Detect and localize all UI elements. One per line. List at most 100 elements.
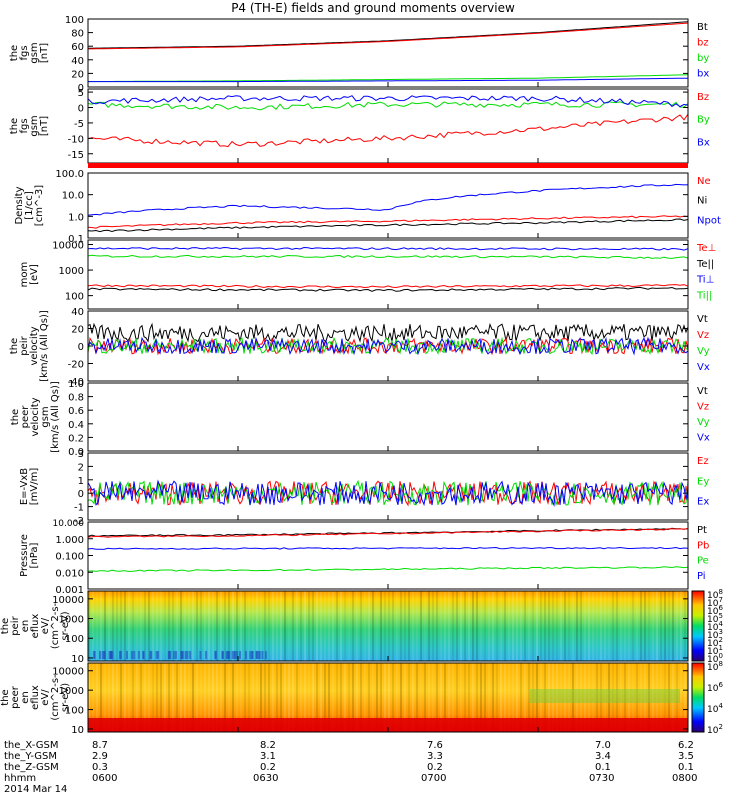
- legend-label: Vt: [697, 314, 708, 325]
- footer-value: 3.3: [427, 751, 443, 762]
- legend-label: Ti||: [696, 290, 712, 301]
- spectrogram-stripe: [384, 591, 386, 661]
- panel-frame: [87, 172, 689, 239]
- legend-label: Ey: [697, 476, 709, 487]
- spectrogram-stripe: [168, 663, 170, 732]
- spectrogram-stripe: [652, 591, 654, 661]
- spectrogram-stripe: [320, 663, 322, 732]
- series-line-by: [87, 101, 689, 111]
- quality-flag-bar: [88, 163, 688, 168]
- spectrogram-speck: [264, 651, 267, 659]
- spectrogram-stripe: [132, 591, 134, 661]
- spectrogram-stripe: [364, 663, 366, 732]
- spectrogram-speck: [172, 651, 175, 659]
- spectrogram-stripe: [552, 591, 554, 661]
- y-axis-label: gsm: [29, 42, 40, 63]
- spectrogram-stripe: [228, 591, 230, 661]
- spectrogram-speck: [244, 651, 247, 659]
- spectrogram-stripe: [104, 591, 106, 661]
- y-axis-label: peir: [19, 335, 30, 355]
- spectrogram-stripe: [496, 663, 498, 732]
- series-line-pi: [87, 546, 689, 550]
- y-axis-label: the: [9, 338, 20, 354]
- spectrogram-stripe: [552, 663, 554, 732]
- spectrogram-stripe: [468, 591, 470, 661]
- spectrogram-stripe: [472, 663, 474, 732]
- colorbar-label: 107: [707, 596, 723, 609]
- spectrogram-stripe: [116, 591, 118, 661]
- y-tick-label: 10000: [52, 667, 84, 678]
- y-tick-label: 40: [71, 56, 84, 67]
- panel-4: 10000 1000 100 mom [eV] Te⊥ Te|| Ti⊥ Ti||: [19, 239, 716, 310]
- spectrogram-stripe: [668, 591, 670, 661]
- spectrogram-speck: [111, 651, 114, 659]
- y-axis-label: [km/s (All Qs)]: [39, 310, 50, 382]
- spectrogram-stripe: [544, 663, 546, 732]
- spectrogram-stripe: [156, 591, 158, 661]
- panel-10: 10000 1000 100 10 the peer en eflux eV/(cm^2-s-s…: [0, 662, 689, 736]
- y-axis-label: [mV/m]: [29, 468, 40, 506]
- spectrogram-stripe: [564, 663, 566, 732]
- spectrogram-speck: [226, 651, 229, 659]
- spectrogram-stripe: [448, 591, 450, 661]
- spectrogram-stripe: [220, 663, 222, 732]
- spectrogram-stripe: [580, 591, 582, 661]
- spectrogram-stripe: [608, 591, 610, 661]
- spectrogram-stripe: [148, 663, 150, 732]
- footer-value: 0600: [92, 773, 117, 784]
- spectrogram-stripe: [656, 591, 658, 661]
- spectrogram-speck: [231, 651, 234, 659]
- spectrogram-stripe: [440, 663, 442, 732]
- spectrogram-stripe: [288, 591, 290, 661]
- legend-label: by: [697, 53, 709, 64]
- spectrogram-speck: [214, 651, 217, 659]
- panel-frame: [87, 239, 689, 310]
- spectrogram-stripe: [152, 591, 154, 661]
- spectrogram-stripe: [620, 663, 622, 732]
- spectrogram-stripe: [424, 591, 426, 661]
- plot-title: P4 (TH-E) fields and ground moments over…: [231, 1, 515, 15]
- spectrogram-stripe: [96, 663, 98, 732]
- spectrogram-stripe: [300, 591, 302, 661]
- y-axis-label: mom: [19, 262, 30, 288]
- y-tick-label: 100: [65, 706, 84, 717]
- spectrogram-stripe: [432, 591, 434, 661]
- panel-frame: [87, 382, 689, 452]
- spectrogram-stripe: [256, 663, 258, 732]
- footer-value: 0.1: [595, 762, 611, 773]
- footer-value: 7.0: [595, 740, 611, 751]
- spectrogram-speck: [239, 651, 242, 659]
- spectrogram-stripe: [192, 591, 194, 661]
- series-line-bz: [87, 113, 689, 148]
- spectrogram-stripe: [332, 663, 334, 732]
- panel-9: 10000 1000 100 10 the peir en eflux eV/(cm^2-s-s…: [0, 590, 689, 665]
- footer-value: 8.7: [92, 740, 108, 751]
- spectrogram-stripe: [120, 663, 122, 732]
- y-tick-label: 3: [78, 449, 84, 460]
- y-axis-label: the: [9, 45, 20, 61]
- spectrogram-stripe: [372, 663, 374, 732]
- series-line-ex: [87, 479, 689, 507]
- spectrogram-stripe: [624, 591, 626, 661]
- spectrogram-stripe: [476, 591, 478, 661]
- spectrogram-stripe: [616, 591, 618, 661]
- legend-label: bx: [697, 69, 709, 80]
- spectrogram-stripe: [260, 591, 262, 661]
- spectrogram-fill: [88, 591, 688, 661]
- spectrogram-stripe: [188, 663, 190, 732]
- spectrogram-stripe: [176, 591, 178, 661]
- y-tick-label: 5: [78, 88, 84, 99]
- y-tick-label: 1.000: [55, 535, 84, 546]
- spectrogram-stripe: [396, 591, 398, 661]
- spectrogram-stripe: [244, 591, 246, 661]
- spectrogram-stripe: [664, 663, 666, 732]
- spectrogram-speck: [130, 651, 133, 659]
- spectrogram-stripe: [228, 663, 230, 732]
- y-tick-label: 1000: [59, 686, 84, 697]
- spectrogram-stripe: [200, 663, 202, 732]
- panel-6: 1.0 0.8 0.6 0.4 0.2 0.0 the peer velocity gsm [km/…: [10, 379, 710, 458]
- spectrogram-stripe: [260, 663, 262, 732]
- y-tick-label: -5: [74, 119, 84, 130]
- spectrogram-stripe: [140, 663, 142, 732]
- y-axis-label: the: [9, 118, 20, 134]
